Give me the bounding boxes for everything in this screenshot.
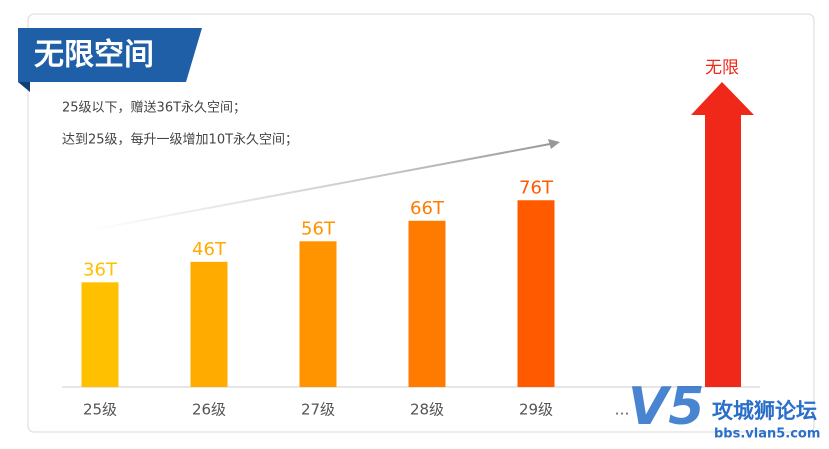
watermark-logo: V5: [628, 377, 704, 437]
x-tick-label: 26级: [192, 401, 226, 419]
bar: [190, 261, 228, 387]
value-label: 66T: [410, 198, 445, 219]
trend-arrow-head: [548, 139, 560, 149]
bar: [299, 241, 337, 387]
value-label: 56T: [301, 218, 336, 239]
unlimited-label: 无限: [705, 58, 739, 78]
banner-fold: [18, 82, 30, 92]
bar: [517, 200, 555, 387]
ellipsis: …: [615, 401, 630, 419]
title-banner: [18, 28, 202, 82]
title: 无限空间: [34, 38, 154, 73]
bar: [81, 282, 119, 387]
x-tick-label: 25级: [83, 401, 117, 419]
value-label: 46T: [192, 239, 227, 260]
watermark-url: bbs.vlan5.com: [714, 427, 820, 442]
x-tick-label: 27级: [301, 401, 335, 419]
x-tick-label: 29级: [519, 401, 553, 419]
watermark-name: 攻城狮论坛: [712, 399, 817, 423]
x-tick-label: 28级: [410, 401, 444, 419]
value-label: 36T: [83, 259, 118, 280]
bar: [408, 220, 446, 387]
note: 达到25级，每升一级增加10T永久空间；: [62, 132, 298, 148]
trend-arrow: [79, 143, 551, 233]
unlimited-arrow: [691, 82, 754, 387]
value-label: 76T: [519, 177, 554, 198]
note: 25级以下，赠送36T永久空间；: [62, 101, 246, 116]
